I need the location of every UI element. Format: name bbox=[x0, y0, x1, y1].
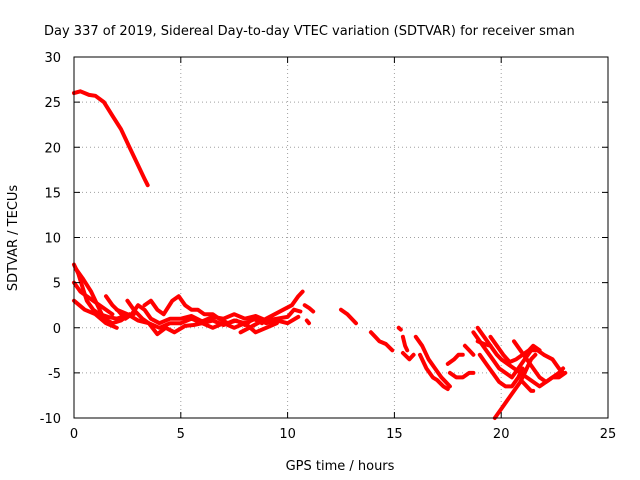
y-tick-label: -5 bbox=[48, 367, 61, 382]
series-line-s1 bbox=[72, 89, 150, 188]
series-line-s11 bbox=[302, 303, 316, 314]
series-line-s27 bbox=[488, 334, 542, 364]
series-line-s12 bbox=[304, 318, 311, 326]
series-line-s16 bbox=[400, 334, 410, 353]
x-tick-label: 20 bbox=[493, 427, 510, 442]
series-line-s10 bbox=[238, 289, 305, 335]
series-line-s2 bbox=[72, 262, 136, 321]
series-line-s13 bbox=[339, 307, 358, 326]
series-line-s24 bbox=[471, 330, 566, 380]
y-axis-title: SDTVAR / TECUs bbox=[6, 185, 21, 292]
y-tick-label: 30 bbox=[44, 51, 61, 66]
series-line-s17 bbox=[400, 351, 416, 362]
x-tick-label: 10 bbox=[279, 427, 296, 442]
series-line-s14 bbox=[368, 330, 395, 353]
series-layer bbox=[72, 89, 568, 420]
y-tick-label: -10 bbox=[40, 412, 61, 427]
x-tick-label: 0 bbox=[70, 427, 78, 442]
y-tick-label: 10 bbox=[44, 232, 61, 247]
chart-title: Day 337 of 2019, Sidereal Day-to-day VTE… bbox=[44, 24, 575, 39]
ticks-layer: 0 5 10 15 20 25 -10 -5 0 5 10 15 20 25 30 bbox=[40, 51, 617, 442]
series-line-s4 bbox=[74, 267, 132, 326]
series-line-s28 bbox=[492, 352, 538, 420]
y-tick-label: 25 bbox=[44, 96, 61, 111]
x-tick-label: 15 bbox=[386, 427, 403, 442]
series-line-s21 bbox=[462, 343, 476, 357]
series-line-s29 bbox=[512, 339, 566, 384]
series-line-s19 bbox=[418, 352, 450, 392]
x-tick-label: 25 bbox=[600, 427, 617, 442]
series-line-s15 bbox=[396, 325, 403, 332]
y-tick-label: 5 bbox=[53, 277, 61, 292]
y-tick-label: 15 bbox=[44, 186, 61, 201]
series-line-s9 bbox=[142, 294, 264, 327]
series-line-s18 bbox=[413, 334, 452, 389]
series-line-s5 bbox=[72, 298, 119, 330]
series-line-s20 bbox=[445, 352, 465, 366]
x-tick-label: 5 bbox=[177, 427, 185, 442]
y-tick-label: 20 bbox=[44, 141, 61, 156]
series-line-s23 bbox=[447, 370, 476, 380]
x-axis-title: GPS time / hours bbox=[286, 459, 395, 474]
series-line-s26 bbox=[477, 352, 525, 389]
series-line-s30 bbox=[520, 379, 536, 393]
y-tick-label: 0 bbox=[53, 322, 61, 337]
